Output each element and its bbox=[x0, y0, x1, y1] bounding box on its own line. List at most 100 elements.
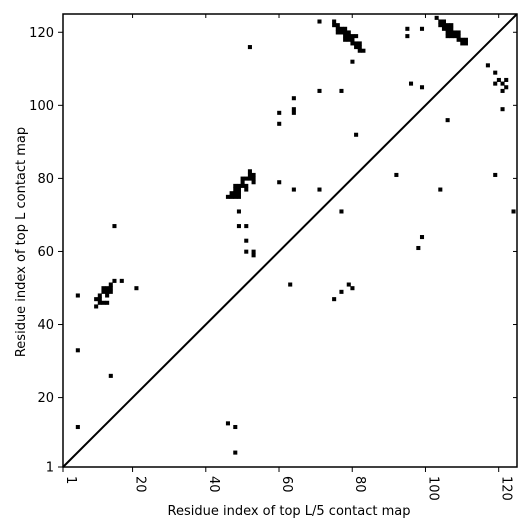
contact-point bbox=[350, 34, 355, 39]
contact-point bbox=[441, 26, 447, 31]
contact-point bbox=[493, 172, 498, 177]
contact-point bbox=[463, 41, 468, 46]
x-tick-label: 60 bbox=[279, 476, 294, 493]
contact-point bbox=[105, 289, 110, 294]
contact-point bbox=[225, 421, 230, 426]
y-tick-label: 100 bbox=[29, 99, 54, 114]
contact-point bbox=[236, 183, 241, 188]
contact-point bbox=[419, 26, 425, 31]
contact-point bbox=[357, 41, 362, 46]
contact-point bbox=[75, 424, 80, 430]
contact-point bbox=[460, 37, 465, 42]
x-tick-label: 100 bbox=[425, 476, 440, 501]
contact-point bbox=[354, 45, 359, 50]
contact-point bbox=[229, 191, 234, 196]
contact-point bbox=[317, 187, 322, 192]
contact-point bbox=[101, 289, 106, 294]
contact-point bbox=[354, 132, 359, 137]
contact-point bbox=[233, 191, 238, 196]
contact-point bbox=[244, 224, 249, 229]
contact-point bbox=[247, 172, 252, 177]
contact-point bbox=[339, 209, 344, 214]
contact-point bbox=[134, 286, 139, 291]
contact-point bbox=[75, 348, 80, 353]
contact-point bbox=[354, 34, 359, 39]
contact-point bbox=[251, 176, 256, 181]
contact-point bbox=[449, 26, 454, 31]
contact-point bbox=[441, 23, 447, 28]
contact-point bbox=[244, 238, 249, 243]
contact-point bbox=[416, 245, 421, 251]
x-axis-label: Residue index of top L/5 contact map bbox=[168, 504, 411, 519]
contact-point bbox=[335, 30, 340, 35]
contact-point bbox=[500, 88, 505, 93]
contact-point bbox=[441, 19, 447, 24]
contact-point bbox=[251, 253, 256, 258]
contact-point bbox=[240, 180, 245, 185]
contact-point bbox=[445, 30, 450, 35]
contact-point bbox=[244, 176, 249, 181]
contact-point bbox=[229, 194, 234, 199]
contact-point bbox=[350, 37, 355, 42]
contact-point bbox=[346, 37, 351, 42]
contact-point bbox=[291, 107, 296, 112]
y-tick-label: 120 bbox=[29, 26, 54, 41]
contact-point bbox=[233, 424, 238, 430]
contact-point bbox=[419, 235, 425, 240]
contact-points bbox=[75, 15, 516, 455]
contact-point bbox=[343, 37, 348, 42]
contact-point bbox=[405, 26, 410, 31]
plot-frame bbox=[62, 13, 518, 468]
contact-point bbox=[105, 286, 110, 291]
x-tick-label: 1 bbox=[63, 476, 78, 484]
contact-point bbox=[233, 183, 238, 188]
contact-point bbox=[449, 34, 454, 39]
contact-point bbox=[354, 41, 359, 46]
contact-point bbox=[277, 180, 282, 185]
contact-point bbox=[247, 45, 252, 50]
contact-point bbox=[251, 172, 256, 177]
contact-point bbox=[101, 286, 106, 291]
contact-point bbox=[105, 293, 110, 298]
contact-point bbox=[97, 297, 102, 302]
contact-point bbox=[500, 107, 505, 112]
contact-point bbox=[456, 34, 461, 39]
contact-point bbox=[247, 176, 252, 181]
contact-point bbox=[244, 187, 249, 192]
contact-point bbox=[108, 373, 113, 378]
contact-point bbox=[101, 300, 106, 305]
contact-point bbox=[504, 85, 509, 90]
contact-point bbox=[112, 224, 117, 229]
contact-point bbox=[247, 169, 252, 174]
x-tick-label: 40 bbox=[206, 476, 221, 493]
contact-point bbox=[291, 187, 296, 192]
contact-point bbox=[233, 450, 238, 455]
contact-point bbox=[445, 118, 450, 123]
contact-point bbox=[445, 26, 450, 31]
contact-point bbox=[335, 23, 340, 28]
contact-point bbox=[277, 121, 282, 126]
contact-point bbox=[291, 96, 296, 101]
contact-point bbox=[449, 30, 454, 35]
contact-point bbox=[112, 278, 117, 283]
plot-area bbox=[62, 13, 518, 468]
y-tick-label: 60 bbox=[37, 245, 54, 260]
contact-point bbox=[317, 19, 322, 24]
contact-point bbox=[511, 209, 516, 214]
contact-point bbox=[357, 45, 362, 50]
contact-point bbox=[233, 187, 238, 192]
contact-point bbox=[438, 19, 443, 24]
contact-point bbox=[496, 77, 501, 82]
contact-point bbox=[119, 278, 124, 283]
contact-point bbox=[493, 81, 498, 86]
contact-point bbox=[108, 286, 113, 291]
contact-point bbox=[485, 63, 490, 68]
contact-point bbox=[97, 300, 102, 305]
contact-point bbox=[361, 48, 366, 53]
contact-point bbox=[236, 224, 241, 229]
contact-point bbox=[335, 26, 340, 31]
contact-point bbox=[339, 88, 344, 93]
contact-point bbox=[233, 194, 238, 199]
contact-point bbox=[445, 34, 450, 39]
